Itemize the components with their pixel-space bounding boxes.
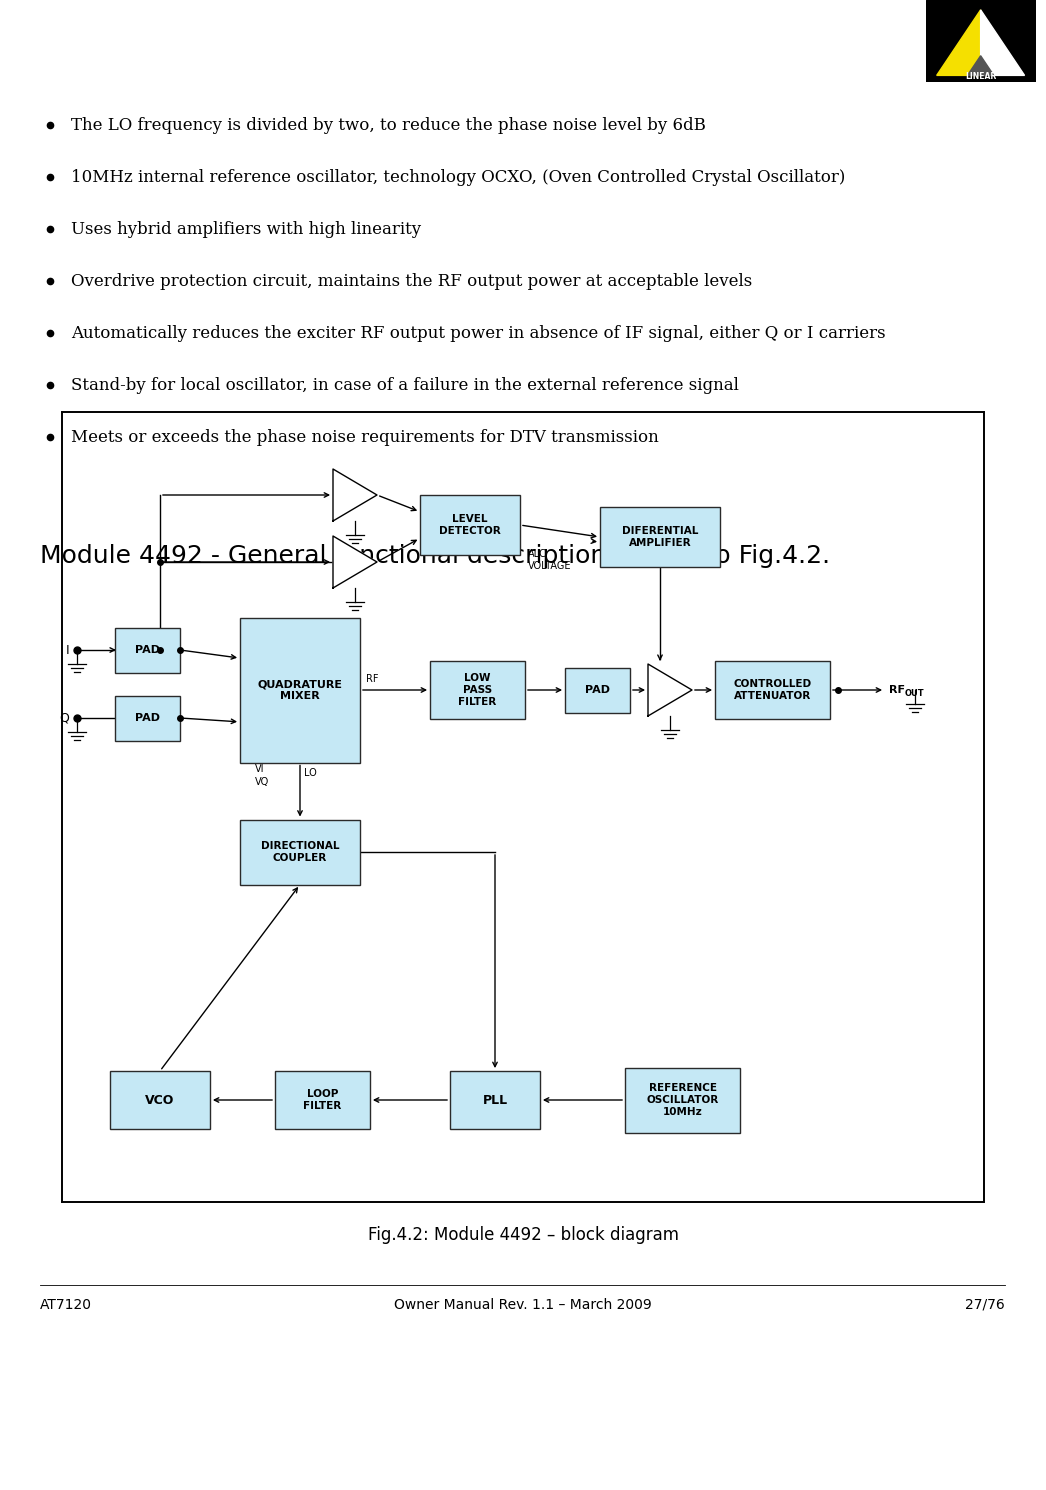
Text: LO: LO — [304, 767, 317, 778]
Text: The LO frequency is divided by two, to reduce the phase noise level by 6dB: The LO frequency is divided by two, to r… — [71, 116, 706, 134]
Polygon shape — [937, 10, 981, 76]
Text: 10MHz internal reference oscillator, technology OCXO, (Oven Controlled Crystal O: 10MHz internal reference oscillator, tec… — [71, 168, 845, 185]
Text: Automatically reduces the exciter RF output power in absence of IF signal, eithe: Automatically reduces the exciter RF out… — [71, 325, 886, 341]
Text: RF: RF — [889, 685, 905, 694]
Text: Q: Q — [60, 712, 69, 724]
Polygon shape — [333, 536, 377, 589]
FancyBboxPatch shape — [420, 495, 520, 554]
Text: Module 4492 - General functional description - Refer to Fig.4.2.: Module 4492 - General functional descrip… — [40, 544, 829, 568]
FancyBboxPatch shape — [626, 1067, 740, 1132]
Text: LINEAR: LINEAR — [965, 72, 996, 80]
Text: Owner Manual Rev. 1.1 – March 2009: Owner Manual Rev. 1.1 – March 2009 — [394, 1298, 652, 1313]
FancyBboxPatch shape — [450, 1071, 540, 1129]
FancyBboxPatch shape — [110, 1071, 210, 1129]
FancyBboxPatch shape — [926, 0, 1036, 82]
Text: Stand-by for local oscillator, in case of a failure in the external reference si: Stand-by for local oscillator, in case o… — [71, 377, 740, 393]
Text: VI: VI — [255, 764, 265, 775]
Text: PAD: PAD — [585, 685, 610, 694]
Text: AT7120: AT7120 — [40, 1298, 92, 1313]
Text: I: I — [65, 644, 69, 657]
Text: DIFERENTIAL
AMPLIFIER: DIFERENTIAL AMPLIFIER — [621, 526, 698, 548]
Text: LOW
PASS
FILTER: LOW PASS FILTER — [458, 673, 497, 706]
Text: Overdrive protection circuit, maintains the RF output power at acceptable levels: Overdrive protection circuit, maintains … — [71, 273, 752, 289]
Text: LOOP
FILTER: LOOP FILTER — [303, 1089, 342, 1112]
Text: PAD: PAD — [135, 714, 160, 723]
Polygon shape — [968, 55, 994, 76]
FancyBboxPatch shape — [115, 696, 180, 741]
Text: Uses hybrid amplifiers with high linearity: Uses hybrid amplifiers with high lineari… — [71, 221, 422, 237]
Text: RF: RF — [366, 673, 379, 684]
Polygon shape — [333, 469, 377, 522]
Text: REFERENCE
OSCILLATOR
10MHz: REFERENCE OSCILLATOR 10MHz — [646, 1083, 719, 1116]
Text: VCO: VCO — [145, 1094, 175, 1107]
FancyBboxPatch shape — [275, 1071, 370, 1129]
Polygon shape — [981, 10, 1024, 76]
Text: CONTROLLED
ATTENUATOR: CONTROLLED ATTENUATOR — [733, 679, 812, 700]
Text: Meets or exceeds the phase noise requirements for DTV transmission: Meets or exceeds the phase noise require… — [71, 429, 659, 446]
FancyBboxPatch shape — [62, 413, 984, 1202]
Text: ALC
VOLTAGE: ALC VOLTAGE — [528, 548, 571, 571]
Text: PAD: PAD — [135, 645, 160, 656]
Text: Fig.4.2: Module 4492 – block diagram: Fig.4.2: Module 4492 – block diagram — [367, 1226, 679, 1244]
FancyBboxPatch shape — [240, 820, 360, 885]
Text: LEVEL
DETECTOR: LEVEL DETECTOR — [439, 514, 501, 536]
FancyBboxPatch shape — [600, 507, 720, 568]
Text: DIRECTIONAL
COUPLER: DIRECTIONAL COUPLER — [260, 842, 339, 863]
FancyBboxPatch shape — [430, 662, 525, 720]
Text: OUT: OUT — [905, 688, 925, 697]
Text: 27/76: 27/76 — [965, 1298, 1005, 1313]
Polygon shape — [649, 665, 692, 717]
FancyBboxPatch shape — [240, 617, 360, 763]
Text: VQ: VQ — [255, 778, 269, 788]
FancyBboxPatch shape — [715, 662, 829, 720]
FancyBboxPatch shape — [115, 627, 180, 672]
Text: QUADRATURE
MIXER: QUADRATURE MIXER — [257, 679, 342, 700]
FancyBboxPatch shape — [565, 668, 630, 712]
Text: PLL: PLL — [482, 1094, 507, 1107]
